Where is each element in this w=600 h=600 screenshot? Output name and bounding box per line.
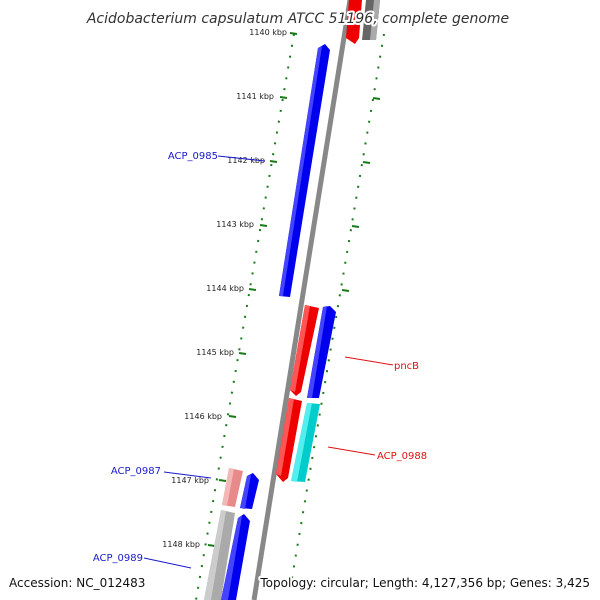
tick-label-1146: 1146 kbp bbox=[184, 412, 222, 421]
outer-tick-d bbox=[341, 289, 350, 292]
tick-1147 bbox=[218, 479, 227, 482]
gene-pncb-blue-shade bbox=[307, 306, 327, 398]
label-pncb: pncB bbox=[394, 361, 419, 372]
tick-label-1147: 1147 kbp bbox=[171, 476, 209, 485]
tick-1141 bbox=[279, 96, 288, 99]
tick-1140 bbox=[289, 32, 298, 35]
leader-acp0989 bbox=[143, 557, 192, 569]
map-title-halo: Acidobacterium capsulatum ATCC 51196, co… bbox=[86, 11, 509, 27]
tick-1143 bbox=[259, 224, 268, 227]
tick-label-1142: 1142 kbp bbox=[227, 156, 265, 165]
leader-acp0987 bbox=[163, 471, 212, 479]
label-acp0985: ACP_0985 bbox=[168, 151, 218, 162]
accession-text-halo: Accession: NC_012483 bbox=[9, 576, 145, 590]
tick-label-1145: 1145 kbp bbox=[196, 348, 234, 357]
tick-label-1143: 1143 kbp bbox=[216, 220, 254, 229]
outer-tick-a bbox=[372, 97, 381, 100]
tick-1142 bbox=[269, 160, 278, 163]
gene-acp0988-cyan-shade bbox=[291, 403, 312, 482]
leader-acp0985 bbox=[217, 155, 266, 162]
gene-pncb-red-shade bbox=[290, 305, 310, 392]
tick-label-1141: 1141 kbp bbox=[236, 92, 274, 101]
gene-acp0989-blue-shade bbox=[221, 516, 242, 600]
outer-tick-c bbox=[351, 225, 360, 228]
summary-text-halo: Topology: circular; Length: 4,127,356 bp… bbox=[259, 576, 590, 590]
tick-marks bbox=[207, 32, 298, 547]
label-acp0989: ACP_0989 bbox=[93, 553, 143, 564]
summary-text: Topology: circular; Length: 4,127,356 bp… bbox=[259, 576, 590, 590]
tick-1148 bbox=[207, 544, 216, 547]
tick-label-1148: 1148 kbp bbox=[162, 540, 200, 549]
gene-acp0989-gray-shade bbox=[204, 510, 226, 600]
genome-backbone bbox=[251, 0, 353, 600]
gene-acp0987-blue-shade bbox=[240, 475, 251, 509]
tick-1145 bbox=[238, 352, 247, 355]
label-acp0988: ACP_0988 bbox=[377, 451, 427, 462]
feature-top-red bbox=[346, 0, 362, 44]
label-acp0987: ACP_0987 bbox=[111, 466, 161, 477]
gene-acp0985-shade bbox=[279, 46, 322, 296]
gene-acp0988-red-shade bbox=[276, 398, 294, 476]
guide-ring-inner bbox=[195, 33, 295, 600]
leader-pncb bbox=[344, 356, 394, 366]
gene-acp0987-pseudo-shade bbox=[222, 468, 234, 506]
outer-tick-b bbox=[362, 161, 371, 164]
tick-label-1140: 1140 kbp bbox=[249, 28, 287, 37]
map-title: Acidobacterium capsulatum ATCC 51196, co… bbox=[86, 11, 509, 27]
leader-acp0988 bbox=[327, 446, 376, 456]
tick-1146 bbox=[228, 415, 237, 418]
tick-label-1144: 1144 kbp bbox=[206, 284, 244, 293]
tick-1144 bbox=[248, 288, 257, 291]
accession-text: Accession: NC_012483 bbox=[9, 576, 145, 590]
feature-top-gray-light bbox=[370, 0, 380, 40]
guide-ring-outer bbox=[291, 33, 385, 579]
outer-tick-marks bbox=[341, 97, 381, 292]
